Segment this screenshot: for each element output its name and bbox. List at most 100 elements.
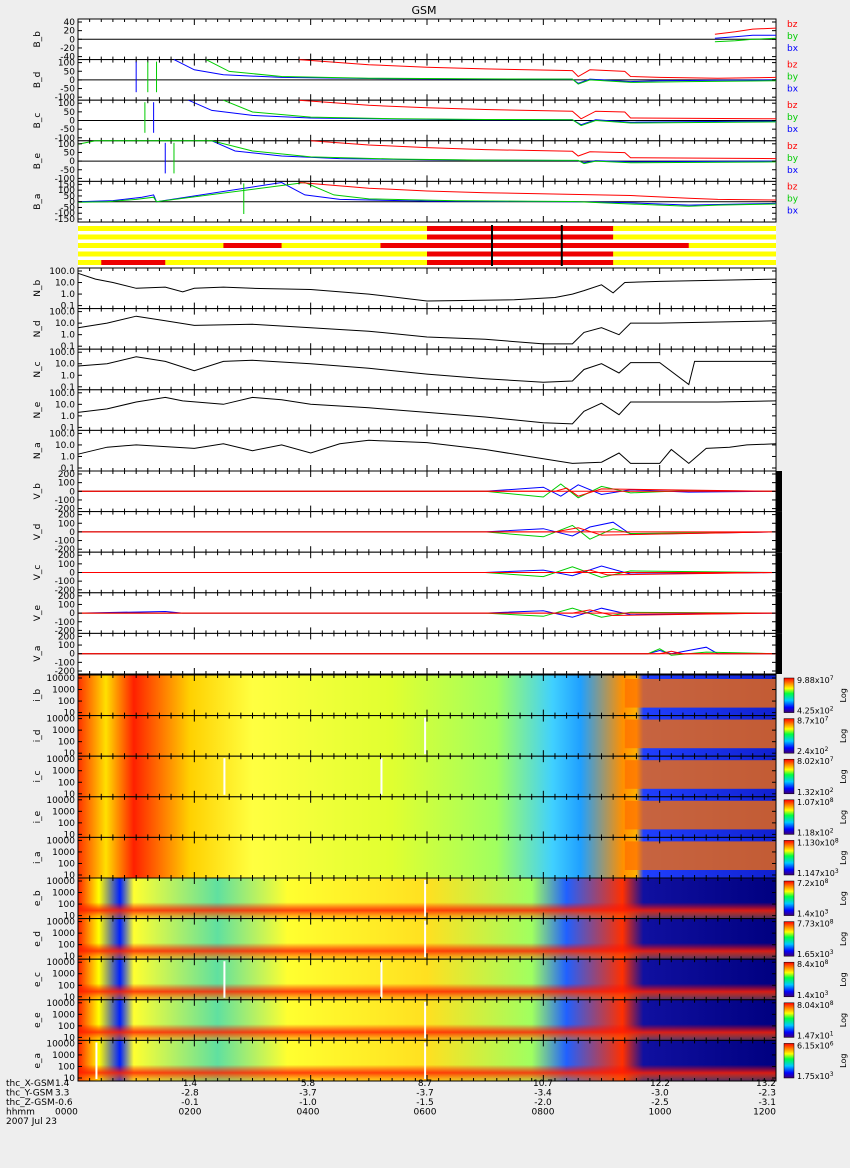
y-axis-label: N_e	[33, 401, 43, 418]
legend-entry-bz: bz	[787, 101, 798, 111]
spectrogram-panels: 10000100010010i_b9.88x1074.25x102Log1000…	[33, 674, 848, 1084]
spectrogram-band	[624, 841, 776, 870]
magnetic-field-panels: 40200-20-40B_bbzbybx100500-50-100B_dbzby…	[33, 18, 799, 225]
y-tick-label: 10000	[46, 674, 75, 684]
series-bx-line	[77, 181, 777, 206]
footer-value: -3.0	[651, 1089, 669, 1099]
legend-entry-bx: bx	[787, 44, 799, 54]
y-tick-label: 1000	[52, 889, 75, 899]
legend-entry-by: by	[787, 32, 799, 42]
y-tick-label: -150	[55, 215, 76, 225]
legend-entry-bz: bz	[787, 20, 798, 30]
footer-value: 1200	[753, 1108, 776, 1118]
y-tick-label: 0	[69, 117, 75, 127]
y-tick-label: 1000	[52, 767, 75, 777]
y-tick-label: 50	[64, 108, 76, 118]
colorbar-label: Log	[839, 891, 848, 905]
colorbar	[783, 880, 795, 916]
colorbar-max-label: 6.15x106	[797, 1040, 834, 1050]
colorbar-min-exponent: 3	[835, 868, 839, 875]
series-bx-line	[714, 34, 776, 39]
y-tick-label: -200	[55, 545, 76, 555]
y-tick-label: 150	[58, 180, 75, 190]
y-tick-label: 10	[64, 830, 76, 840]
colorbar-max-label: 7.73x108	[797, 919, 834, 929]
colorbar-min-mantissa: 1.65x10	[797, 950, 830, 959]
footer-value: 0400	[297, 1108, 320, 1118]
y-tick-label: 100.0	[49, 308, 75, 318]
y-axis-label: B_d	[33, 72, 43, 88]
legend-entry-bx: bx	[787, 125, 799, 135]
colorbar	[783, 961, 795, 998]
colorbar-label: Log	[839, 810, 848, 824]
y-tick-label: -100	[55, 537, 76, 547]
colorbar-max-mantissa: 6.15x10	[797, 1041, 830, 1050]
y-tick-label: 1.0	[61, 452, 76, 462]
y-tick-label: 100	[58, 59, 75, 69]
panel-frame	[77, 429, 777, 472]
legend-entry-bx: bx	[787, 206, 799, 216]
footer-value: -0.6	[55, 1098, 73, 1108]
panel-n-e: 100.010.0 1.00.1 N_e	[33, 389, 777, 433]
footer-row-label: thc_Y-GSM	[6, 1089, 53, 1099]
colorbar-max-exponent: 7	[825, 716, 829, 723]
colorbar-min-exponent: 2	[825, 746, 829, 753]
y-tick-label: 0	[69, 487, 75, 497]
colorbar-max-exponent: 8	[835, 837, 839, 844]
y-axis-label: B_a	[33, 194, 43, 210]
colorbar	[783, 718, 795, 754]
panel-n-a: 100.0 10.01.0 0.1 N_a	[33, 429, 777, 474]
y-tick-label: 200	[58, 511, 75, 521]
y-tick-label: 10.0	[55, 441, 75, 451]
density-line	[77, 315, 777, 345]
legend-entry-bz: bz	[787, 142, 798, 152]
colorbar-min-mantissa: 1.147x10	[797, 869, 835, 878]
y-tick-label: 200	[58, 551, 75, 561]
footer-value: 1.4	[183, 1079, 198, 1089]
colorbar-min-mantissa: 1.32x10	[797, 788, 830, 797]
mode-bar-burst	[427, 251, 614, 257]
y-tick-label: 100	[58, 140, 75, 150]
y-tick-label: 100	[58, 738, 75, 748]
y-axis-label: V_e	[33, 605, 43, 622]
y-tick-label: -100	[55, 577, 76, 587]
colorbar-max-exponent: 8	[830, 919, 834, 926]
density-line	[77, 439, 777, 465]
data-gap-line	[424, 1042, 427, 1079]
y-tick-label: -40	[60, 53, 75, 63]
density-line	[77, 356, 776, 386]
y-tick-label: 10000	[46, 958, 75, 968]
y-tick-label: 10000	[46, 796, 75, 806]
y-axis-label: i_d	[33, 730, 43, 743]
y-tick-label: 10000	[46, 1039, 75, 1049]
colorbar-min-exponent: 3	[825, 990, 829, 997]
colorbar-max-label: 1.07x108	[797, 797, 834, 807]
colorbar-min-mantissa: 1.47x10	[797, 1031, 830, 1040]
y-axis-label: i_a	[33, 851, 43, 864]
y-tick-label: 10	[64, 790, 76, 800]
y-axis-label: e_d	[33, 931, 43, 947]
colorbar-max-label: 9.88x107	[797, 675, 834, 685]
panel-n-d: 100.010.0 1.00.1 N_d	[33, 308, 777, 352]
footer-value: 1.4	[55, 1079, 70, 1089]
colorbar-max-mantissa: 8.7x10	[797, 717, 825, 726]
panel-n-c: 100.0 10.01.0 0.1 N_c	[33, 348, 777, 393]
colorbar-min-exponent: 3	[830, 949, 834, 956]
footer-value: -3.7	[416, 1089, 434, 1099]
spectrogram-band	[624, 760, 776, 789]
y-tick-label: -100	[55, 134, 76, 144]
y-tick-label: 1.0	[61, 412, 76, 422]
series-bz-line	[298, 99, 777, 120]
y-tick-label: 10.0	[55, 400, 75, 410]
y-tick-label: 100	[58, 859, 75, 869]
colorbar-label: Log	[839, 851, 848, 865]
colorbar-max-exponent: 8	[830, 1000, 834, 1007]
panel-frame	[77, 389, 777, 431]
footer-row-label: hhmm	[6, 1108, 35, 1118]
data-gap-line	[424, 920, 427, 958]
edge-marker	[776, 552, 782, 593]
